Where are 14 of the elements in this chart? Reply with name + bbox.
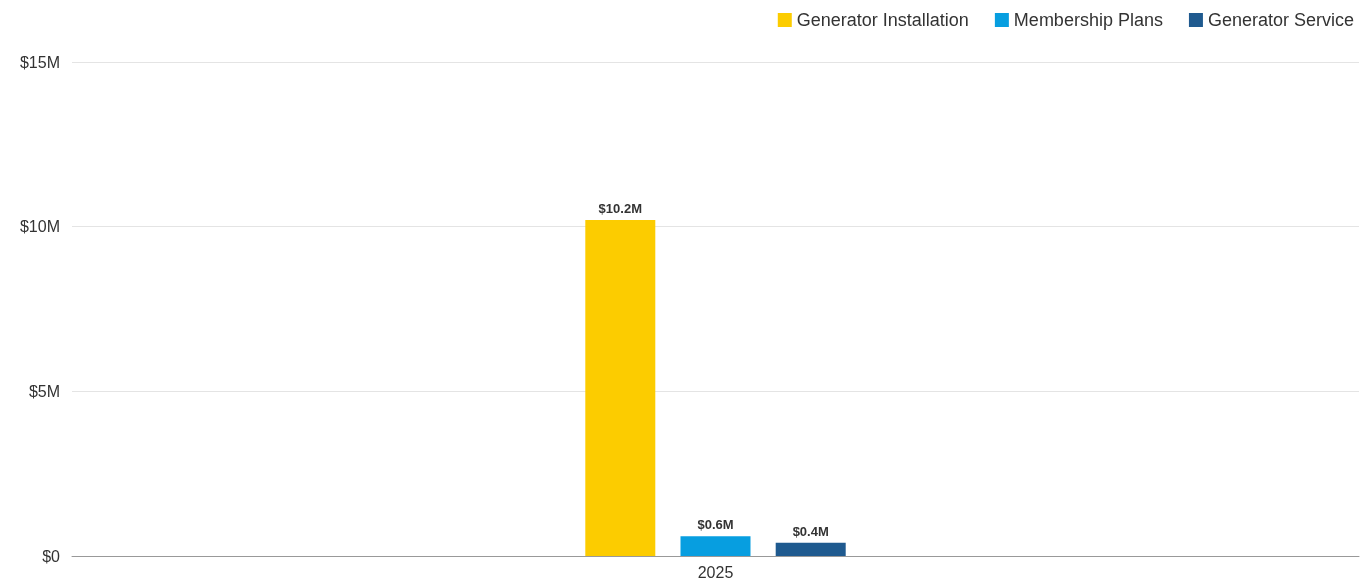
y-tick-label: $0 [42, 547, 61, 565]
bar [775, 542, 846, 556]
data-label: $0.6M [697, 517, 734, 533]
bar [585, 220, 656, 556]
y-tick-label: $10M [19, 218, 60, 236]
data-label: $0.4M [792, 523, 829, 539]
legend-label: Membership Plans [1013, 10, 1163, 30]
data-label: $10.2M [598, 201, 642, 217]
y-tick-label: $15M [19, 53, 60, 71]
x-tick-label: 2025 [697, 563, 734, 580]
legend-label: Generator Service [1207, 10, 1355, 30]
y-tick-label: $5M [28, 382, 60, 400]
bar [680, 536, 751, 556]
legend-label: Generator Installation [796, 10, 969, 30]
